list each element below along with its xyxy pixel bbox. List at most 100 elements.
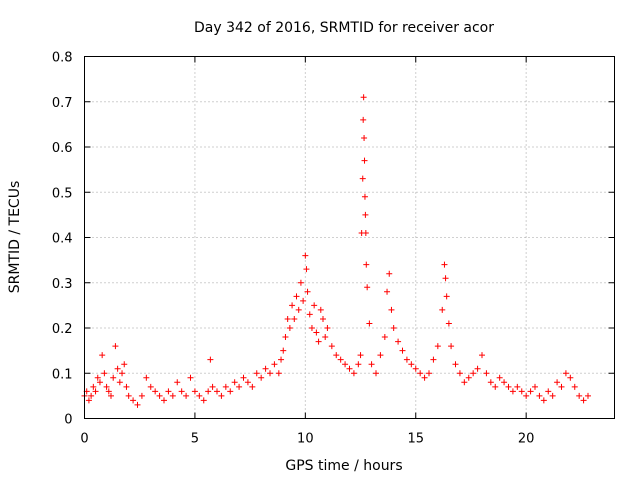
data-point bbox=[430, 356, 437, 363]
data-point bbox=[368, 361, 375, 368]
data-point bbox=[388, 306, 395, 313]
data-point bbox=[147, 383, 154, 390]
data-point bbox=[134, 401, 141, 408]
x-tick-label: 10 bbox=[297, 432, 314, 447]
data-point bbox=[492, 383, 499, 390]
data-point bbox=[169, 392, 176, 399]
data-point bbox=[101, 370, 108, 377]
data-point bbox=[297, 279, 304, 286]
data-point bbox=[456, 370, 463, 377]
data-point bbox=[487, 379, 494, 386]
data-point bbox=[465, 374, 472, 381]
data-point bbox=[94, 374, 101, 381]
x-tick-label: 0 bbox=[80, 432, 88, 447]
y-tick-label: 0.2 bbox=[52, 322, 73, 337]
data-point bbox=[585, 392, 591, 399]
data-point bbox=[360, 116, 367, 123]
data-point bbox=[317, 306, 324, 313]
data-point bbox=[286, 325, 293, 331]
data-point bbox=[399, 347, 406, 354]
data-point bbox=[240, 374, 247, 381]
data-point bbox=[302, 252, 309, 259]
y-tick-label: 0.5 bbox=[52, 186, 73, 201]
y-tick-label: 0.8 bbox=[52, 51, 73, 66]
data-point bbox=[470, 370, 477, 377]
data-point bbox=[227, 388, 234, 395]
data-point bbox=[496, 374, 503, 381]
data-point bbox=[445, 320, 452, 327]
data-point bbox=[333, 352, 340, 359]
data-point bbox=[105, 388, 112, 395]
data-points bbox=[81, 94, 591, 408]
data-point bbox=[114, 365, 121, 372]
data-point bbox=[403, 356, 410, 363]
data-point bbox=[408, 361, 415, 368]
data-point bbox=[540, 397, 547, 404]
data-point bbox=[359, 175, 366, 182]
data-point bbox=[205, 388, 212, 395]
data-point bbox=[514, 383, 521, 390]
data-point bbox=[165, 388, 172, 395]
data-point bbox=[152, 388, 159, 395]
data-point bbox=[571, 383, 578, 390]
data-point bbox=[532, 383, 538, 390]
data-point bbox=[322, 334, 329, 341]
data-point bbox=[361, 134, 368, 141]
data-point bbox=[562, 370, 569, 377]
data-point bbox=[92, 388, 99, 395]
data-point bbox=[90, 383, 97, 390]
data-point bbox=[289, 302, 296, 309]
data-point bbox=[509, 388, 516, 395]
data-point bbox=[439, 306, 446, 313]
data-point bbox=[452, 361, 459, 368]
data-point bbox=[222, 383, 229, 390]
data-point bbox=[417, 370, 424, 377]
data-point bbox=[350, 370, 357, 377]
data-point bbox=[315, 338, 322, 345]
data-point bbox=[337, 356, 344, 363]
data-point bbox=[123, 383, 130, 390]
x-tick-label: 5 bbox=[191, 432, 199, 447]
data-point bbox=[474, 365, 481, 372]
data-point bbox=[161, 397, 167, 404]
data-point bbox=[280, 347, 287, 354]
data-point bbox=[116, 379, 123, 386]
y-axis-label: SRMTID / TECUs bbox=[7, 181, 23, 294]
data-point bbox=[236, 383, 243, 390]
data-point bbox=[441, 261, 448, 268]
tick-labels: 0 5 10 15 20 0 0.1 0.2 0.3 0.4 0.5 0.6 0.7 0.8 bbox=[52, 51, 535, 447]
data-point bbox=[187, 374, 194, 381]
data-point bbox=[576, 392, 583, 399]
data-point bbox=[384, 288, 391, 295]
data-point bbox=[328, 343, 335, 350]
data-point bbox=[99, 352, 106, 359]
data-point bbox=[282, 334, 289, 341]
data-point bbox=[373, 370, 379, 377]
data-point bbox=[377, 352, 384, 359]
x-axis-label: GPS time / hours bbox=[285, 458, 402, 474]
data-point bbox=[293, 293, 300, 300]
data-point bbox=[96, 379, 103, 386]
data-point bbox=[360, 94, 367, 101]
y-tick-label: 0.3 bbox=[52, 277, 73, 292]
data-point bbox=[218, 392, 225, 399]
y-tick-label: 0 bbox=[64, 413, 72, 428]
data-point bbox=[518, 388, 525, 395]
data-point bbox=[143, 374, 150, 381]
data-point bbox=[442, 275, 449, 282]
data-point bbox=[209, 383, 216, 390]
data-point bbox=[271, 361, 278, 368]
data-point bbox=[567, 374, 574, 381]
data-point bbox=[138, 392, 145, 399]
data-point bbox=[426, 370, 432, 377]
data-point bbox=[200, 397, 207, 404]
data-point bbox=[362, 229, 369, 236]
data-point bbox=[119, 370, 126, 377]
data-point bbox=[342, 361, 349, 368]
data-point bbox=[304, 288, 311, 295]
y-tick-label: 0.6 bbox=[52, 141, 73, 156]
data-point bbox=[244, 379, 251, 386]
data-point bbox=[386, 270, 393, 277]
y-tick-label: 0.4 bbox=[52, 232, 73, 247]
data-point bbox=[88, 392, 95, 399]
